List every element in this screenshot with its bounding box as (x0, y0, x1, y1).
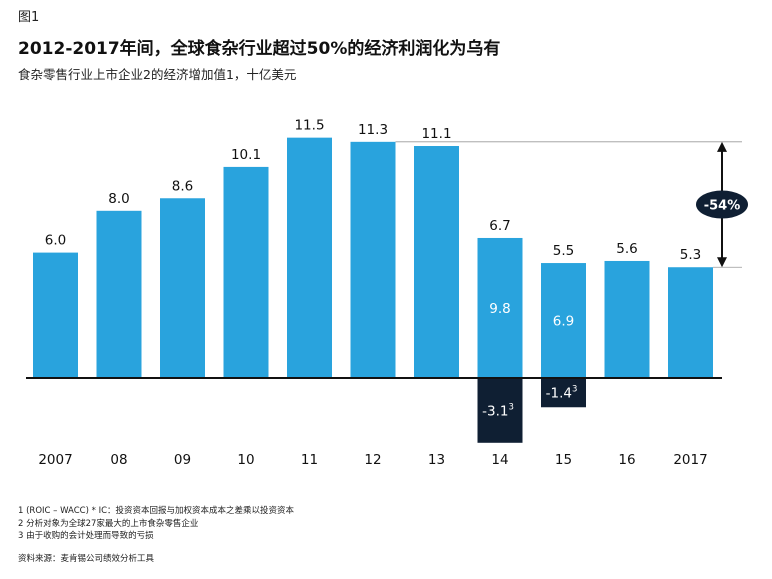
category-label-16: 16 (618, 452, 635, 468)
category-label-14: 14 (491, 452, 508, 468)
change-badge (696, 190, 748, 219)
bar-08 (96, 210, 142, 378)
bar-09 (160, 198, 205, 378)
footnotes: 1 (ROIC – WACC) * IC：投资资本回报与加权资本成本之差乘以投资… (18, 505, 294, 543)
inner-label-14: 9.8 (489, 301, 510, 317)
bar-2017 (668, 267, 713, 378)
value-label-12: 11.3 (358, 122, 388, 138)
negative-bar-14 (477, 378, 523, 443)
bar-10 (223, 166, 269, 378)
chart-subtitle: 食杂零售行业上市企业2的经济增加值1，十亿美元 (18, 67, 297, 82)
bar-14 (477, 237, 523, 378)
negative-label-14: -3.13 (482, 402, 514, 419)
category-label-11: 11 (301, 452, 318, 468)
category-label-2007: 2007 (38, 452, 72, 468)
annotation-arrow-head-up (717, 141, 727, 152)
negative-bar-15 (541, 378, 586, 408)
figure-label: 图1 (18, 10, 40, 25)
value-label-2017: 5.3 (680, 247, 701, 263)
category-label-08: 08 (110, 452, 127, 468)
bar-11 (287, 137, 332, 378)
footnote-3: 3 由于收购的会计处理而导致的亏损 (18, 531, 154, 541)
bar-chart: 6.0 2007 8.0 08 8.6 09 10.1 10 11.5 11 11.3 12 11.1 1… (26, 118, 748, 468)
bar-2007 (33, 252, 78, 378)
negative-label-15: -1.43 (546, 385, 578, 402)
change-badge-label: -54% (704, 199, 741, 214)
value-label-16: 5.6 (616, 241, 637, 257)
annotation-arrow-head-down (717, 257, 727, 268)
value-label-11: 11.5 (294, 118, 324, 134)
value-label-10: 10.1 (231, 147, 261, 163)
footnote-2: 2 分析对象为全球27家最大的上市食杂零售企业 (18, 518, 199, 529)
category-label-12: 12 (364, 452, 381, 468)
value-label-13: 11.1 (421, 126, 451, 142)
value-label-2007: 6.0 (45, 233, 66, 249)
category-label-09: 09 (174, 452, 191, 468)
chart-title: 2012-2017年间，全球食杂行业超过50%的经济利润化为乌有 (18, 39, 501, 59)
value-label-09: 8.6 (172, 178, 193, 194)
source-note: 资料来源：麦肯锡公司绩效分析工具 (18, 554, 155, 564)
value-label-14: 6.7 (489, 218, 510, 234)
bar-16 (604, 260, 650, 378)
footnote-1: 1 (ROIC – WACC) * IC：投资资本回报与加权资本成本之差乘以投资… (18, 506, 295, 516)
bar-13 (414, 146, 459, 378)
bar-12 (350, 141, 396, 378)
category-label-13: 13 (428, 452, 445, 468)
category-label-2017: 2017 (673, 452, 707, 468)
category-label-15: 15 (555, 452, 572, 468)
category-label-10: 10 (237, 452, 254, 468)
bar-15 (541, 263, 586, 378)
value-label-08: 8.0 (108, 191, 129, 207)
value-label-15: 5.5 (553, 243, 574, 259)
inner-label-15: 6.9 (553, 314, 574, 330)
